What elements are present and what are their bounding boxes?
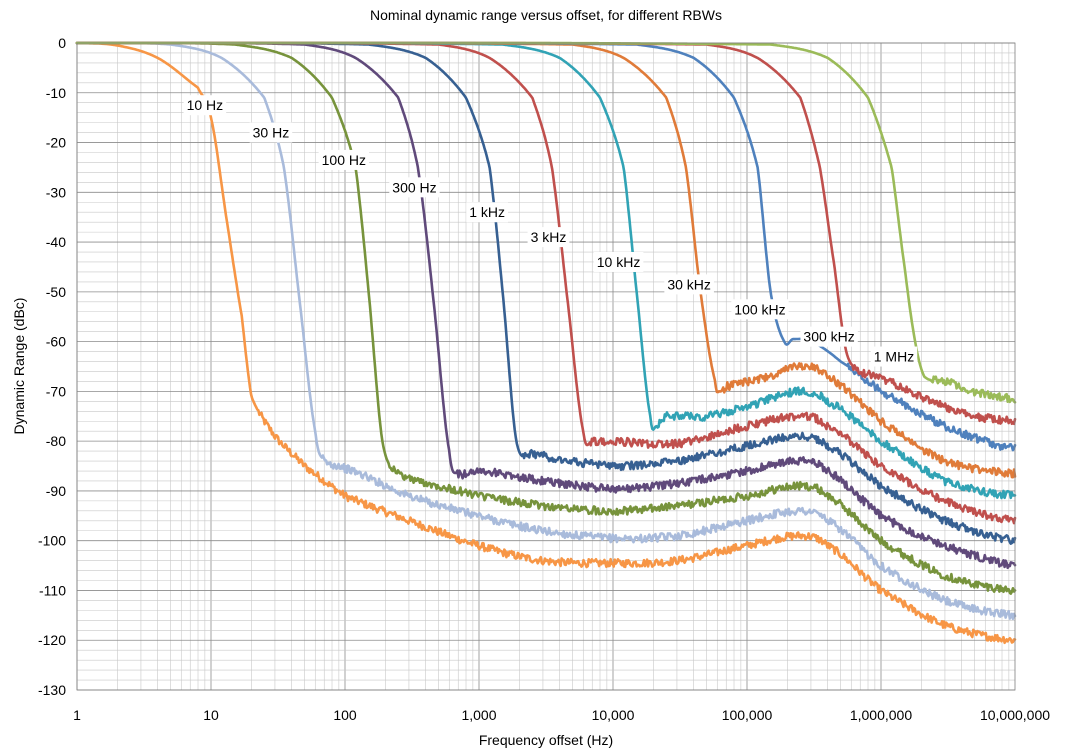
x-tick-label: 100,000 — [722, 707, 773, 723]
curve-label: 1 kHz — [466, 202, 509, 223]
x-tick-label: 10,000,000 — [980, 707, 1050, 723]
curve-label-text: 3 kHz — [531, 229, 567, 245]
curve-label: 30 kHz — [664, 274, 714, 295]
curve-label-box — [318, 149, 370, 170]
curve-label-text: 30 Hz — [253, 125, 290, 141]
x-tick-label: 1,000,000 — [850, 707, 912, 723]
curve-label: 100 Hz — [318, 149, 370, 170]
x-tick-label: 10,000 — [592, 707, 635, 723]
curve-label-box — [870, 346, 918, 367]
y-tick-label: -90 — [46, 483, 66, 499]
x-tick-label: 1,000 — [461, 707, 496, 723]
y-tick-label: -60 — [46, 334, 66, 350]
curve-label-box — [731, 299, 789, 320]
y-tick-label: -30 — [46, 184, 66, 200]
chart-title: Nominal dynamic range versus offset, for… — [370, 7, 722, 23]
curve-label-box — [800, 326, 858, 347]
curve-label-box — [664, 274, 714, 295]
curve-label-box — [527, 227, 570, 248]
series-line-100-hz — [75, 41, 1017, 595]
curve-label-text: 300 Hz — [392, 179, 436, 195]
y-tick-label: -120 — [38, 632, 66, 648]
y-tick-label: -50 — [46, 284, 66, 300]
curve-label: 10 Hz — [183, 95, 227, 116]
y-tick-label: -100 — [38, 533, 66, 549]
y-tick-label: -80 — [46, 433, 66, 449]
y-tick-label: -70 — [46, 383, 66, 399]
curve-label-text: 10 kHz — [597, 254, 641, 270]
curve-label: 100 kHz — [731, 299, 789, 320]
y-tick-label: -10 — [46, 85, 66, 101]
curve-label-text: 1 MHz — [874, 349, 914, 365]
curve-label-layer: 10 Hz 30 Hz 100 Hz 300 Hz 1 kHz 3 kHz 10 kHz 30… — [183, 95, 918, 367]
y-tick-label: -110 — [39, 582, 66, 598]
x-tick-label: 1 — [73, 707, 81, 723]
curve-label: 30 Hz — [249, 122, 293, 143]
curve-label-box — [183, 95, 227, 116]
grid — [76, 42, 1015, 691]
x-tick-label: 10 — [203, 707, 219, 723]
y-tick-label: -130 — [38, 682, 66, 698]
curve-label-box — [593, 251, 644, 272]
curve-label-text: 300 kHz — [803, 329, 854, 345]
y-tick-label: -40 — [46, 234, 66, 250]
curve-label-text: 1 kHz — [469, 204, 505, 220]
series-line-10-hz — [75, 41, 1017, 645]
tick-layer: 1 10 100 1,000 10,000 100,000 1,000,000 10,000,… — [38, 35, 1050, 723]
y-tick-label: 0 — [58, 35, 66, 51]
curve-label-box — [249, 122, 293, 143]
series-line-30-hz — [75, 41, 1017, 621]
curve-label: 300 Hz — [389, 177, 440, 198]
curve-label-text: 10 Hz — [187, 97, 224, 113]
curve-label: 3 kHz — [527, 227, 570, 248]
curve-label-box — [389, 177, 440, 198]
plot-frame — [76, 42, 1016, 691]
y-tick-label: -20 — [46, 135, 66, 151]
curve-label-text: 100 Hz — [322, 152, 366, 168]
y-axis-label: Dynamic Range (dBc) — [11, 298, 27, 435]
curve-label: 300 kHz — [800, 326, 858, 347]
curve-label: 1 MHz — [870, 346, 918, 367]
curve-label-box — [466, 202, 509, 223]
x-tick-label: 100 — [333, 707, 357, 723]
curve-label: 10 kHz — [593, 251, 644, 272]
curve-label-text: 30 kHz — [667, 276, 711, 292]
curve-label-text: 100 kHz — [734, 301, 785, 317]
x-axis-label: Frequency offset (Hz) — [479, 732, 613, 748]
